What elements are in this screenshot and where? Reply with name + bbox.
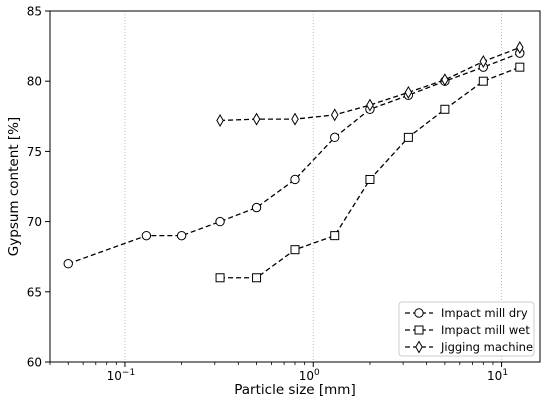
legend-label: Impact mill dry xyxy=(441,306,528,320)
legend-marker xyxy=(414,308,424,318)
data-point xyxy=(63,259,73,269)
y-tick-label: 85 xyxy=(27,5,42,19)
legend: Impact mill dry Impact mill wet Jigging ma… xyxy=(398,301,535,357)
data-point xyxy=(478,76,488,86)
x-tick-label: 10−1 xyxy=(107,368,136,383)
data-point xyxy=(441,73,449,87)
data-point xyxy=(290,245,300,255)
ticks: 10−1 100 101 60 65 70 75 80 85 xyxy=(27,5,508,384)
data-point xyxy=(330,108,339,122)
y-axis-label: Gypsum content [%] xyxy=(6,117,22,256)
series-circle xyxy=(63,48,525,269)
data-point xyxy=(330,231,340,241)
legend-label: Jigging machine xyxy=(440,340,533,354)
series-layer xyxy=(63,41,525,283)
data-point xyxy=(404,85,413,99)
data-point xyxy=(176,230,187,241)
series-thin_diamond xyxy=(216,41,524,128)
data-point xyxy=(365,174,375,184)
y-tick-label: 75 xyxy=(27,145,42,159)
data-point xyxy=(440,104,450,114)
y-tick-label: 60 xyxy=(27,356,42,370)
legend-marker xyxy=(415,340,423,354)
legend-label: Impact mill wet xyxy=(441,323,530,337)
data-point xyxy=(216,114,224,128)
x-axis-label: Particle size [mm] xyxy=(234,382,355,398)
data-point xyxy=(215,273,225,283)
y-tick-label: 65 xyxy=(27,285,42,299)
series-line xyxy=(220,46,521,122)
data-point xyxy=(215,216,225,227)
data-point xyxy=(403,132,413,142)
legend-box xyxy=(398,301,535,357)
x-tick-label: 101 xyxy=(487,368,508,383)
data-point xyxy=(515,62,525,72)
data-point xyxy=(516,41,524,54)
data-point xyxy=(479,55,488,69)
series-square xyxy=(215,62,525,283)
legend-entry: Impact mill wet xyxy=(405,323,530,337)
y-tick-label: 70 xyxy=(27,215,42,229)
y-tick-label: 80 xyxy=(27,75,42,89)
data-point xyxy=(291,112,299,126)
data-point xyxy=(141,230,152,241)
data-point xyxy=(366,98,374,112)
data-point xyxy=(252,273,262,283)
data-point xyxy=(290,174,300,185)
legend-entry: Jigging machine xyxy=(405,340,533,354)
legend-marker xyxy=(414,325,424,335)
data-point xyxy=(251,202,262,213)
data-point xyxy=(330,132,340,143)
legend-entry: Impact mill dry xyxy=(405,306,528,320)
data-point xyxy=(252,112,261,126)
series-line xyxy=(68,52,521,265)
x-tick-label: 100 xyxy=(299,368,320,383)
